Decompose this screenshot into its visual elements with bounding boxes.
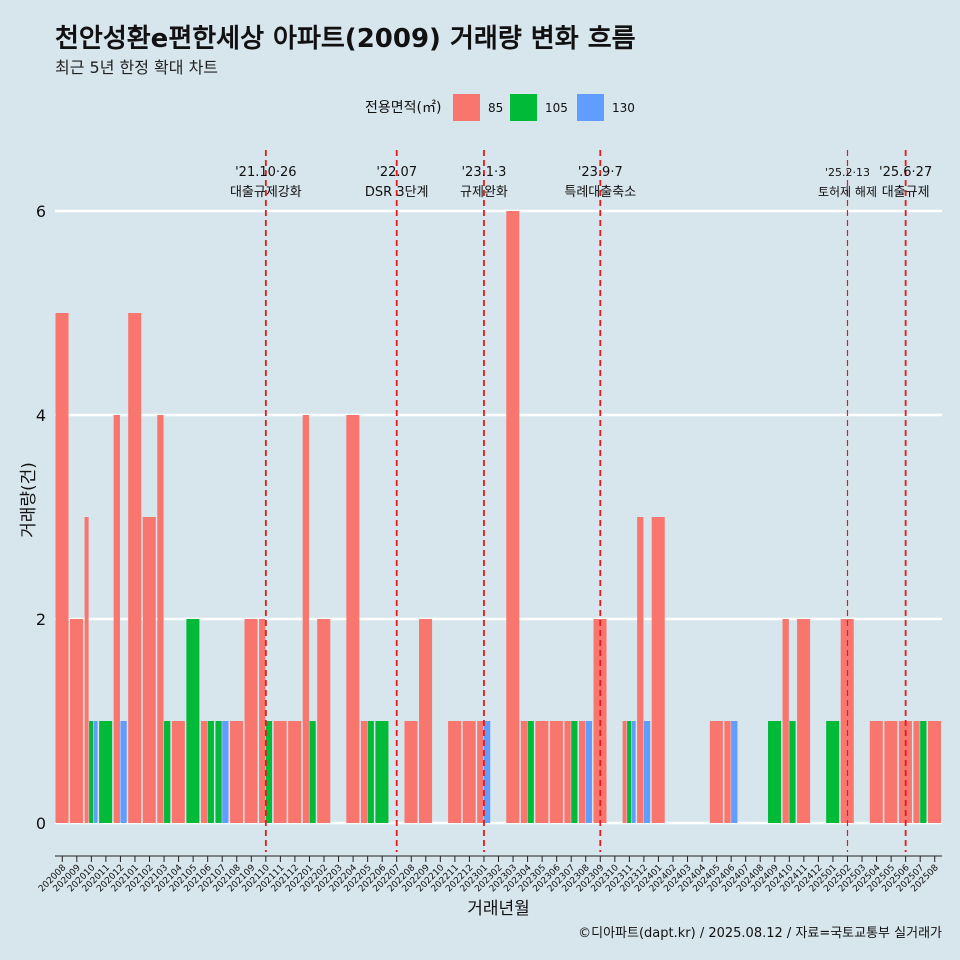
event-date: '23.9·7 <box>578 165 623 180</box>
bar <box>549 721 563 823</box>
legend-swatch <box>453 94 480 121</box>
bar <box>164 721 171 823</box>
bar <box>622 721 627 823</box>
event-label: 규제완화 <box>460 185 508 200</box>
bar <box>93 721 98 823</box>
bar <box>309 721 316 823</box>
event-date: '22.07 <box>376 165 417 180</box>
bar <box>375 721 389 823</box>
legend-swatch <box>577 94 604 121</box>
bar <box>520 721 528 823</box>
y-axis-title: 거래량(건) <box>19 462 39 538</box>
bar <box>913 721 920 823</box>
bar <box>273 721 287 823</box>
event-label: 특례대출축소 <box>564 185 636 200</box>
legend-label: 85 <box>488 101 503 115</box>
y-tick-label: 2 <box>36 610 46 629</box>
bar <box>709 721 723 823</box>
bar <box>200 721 208 823</box>
bar <box>826 721 840 823</box>
x-axis-title: 거래년월 <box>467 899 530 919</box>
bar <box>631 721 636 823</box>
event-label: 대출규제 <box>882 185 930 200</box>
bar <box>360 721 368 823</box>
bar <box>89 721 94 823</box>
bar <box>222 721 229 823</box>
event-date: '25.6·27 <box>879 165 932 180</box>
y-tick-label: 6 <box>36 202 46 221</box>
bar <box>462 721 476 823</box>
bar <box>506 211 520 823</box>
bar <box>404 721 418 823</box>
y-tick-label: 4 <box>36 406 46 425</box>
bar <box>448 721 462 823</box>
bar <box>571 721 578 823</box>
event-label: 대출규제강화 <box>230 185 302 200</box>
chart-caption: ©디아파트(dapt.kr) / 2025.08.12 / 자료=국토교통부 실… <box>578 926 942 941</box>
bar <box>920 721 927 823</box>
bar <box>70 619 84 823</box>
bar <box>215 721 222 823</box>
bar <box>789 721 796 823</box>
bar <box>259 619 266 823</box>
chart-subtitle: 최근 5년 한정 확대 차트 <box>55 58 219 77</box>
legend-label: 105 <box>545 101 568 115</box>
bar <box>229 721 244 823</box>
bar <box>346 415 360 823</box>
event-date: '21.10·26 <box>235 165 296 180</box>
y-tick-label: 0 <box>36 814 46 833</box>
event-date: '23.1·3 <box>461 165 506 180</box>
bar <box>483 721 491 823</box>
bar <box>651 517 665 823</box>
bar <box>797 619 811 823</box>
bar <box>99 721 113 823</box>
bar <box>157 415 164 823</box>
bar <box>84 517 89 823</box>
legend-title: 전용면적(㎡) <box>365 100 441 116</box>
bar <box>627 721 632 823</box>
bar <box>927 721 941 823</box>
bar <box>367 721 374 823</box>
bar <box>113 415 120 823</box>
bar <box>535 721 549 823</box>
bar <box>477 721 484 823</box>
bar <box>768 721 782 823</box>
bar <box>731 721 738 823</box>
bar <box>585 721 593 823</box>
bar <box>782 619 789 823</box>
bar <box>186 619 200 823</box>
bar <box>207 721 214 823</box>
bar <box>55 313 69 823</box>
bar <box>171 721 185 823</box>
bar <box>128 313 142 823</box>
bar <box>244 619 258 823</box>
bar <box>578 721 586 823</box>
bar <box>142 517 156 823</box>
bar <box>643 721 651 823</box>
legend-swatch <box>510 94 537 121</box>
event-label: DSR 3단계 <box>365 185 429 200</box>
bar <box>724 721 731 823</box>
event-date: '25.2·13 <box>825 166 870 179</box>
bar <box>317 619 331 823</box>
legend-label: 130 <box>612 101 635 115</box>
bar <box>527 721 534 823</box>
bar <box>302 415 309 823</box>
bar <box>265 721 273 823</box>
bar <box>869 721 883 823</box>
event-label: 토허제 해제 <box>818 185 877 199</box>
bar <box>120 721 127 823</box>
chart-title: 천안성환e편한세상 아파트(2009) 거래량 변화 흐름 <box>55 24 636 54</box>
bar <box>637 517 644 823</box>
bar <box>564 721 571 823</box>
bar <box>288 721 302 823</box>
bar <box>419 619 433 823</box>
bar <box>884 721 898 823</box>
